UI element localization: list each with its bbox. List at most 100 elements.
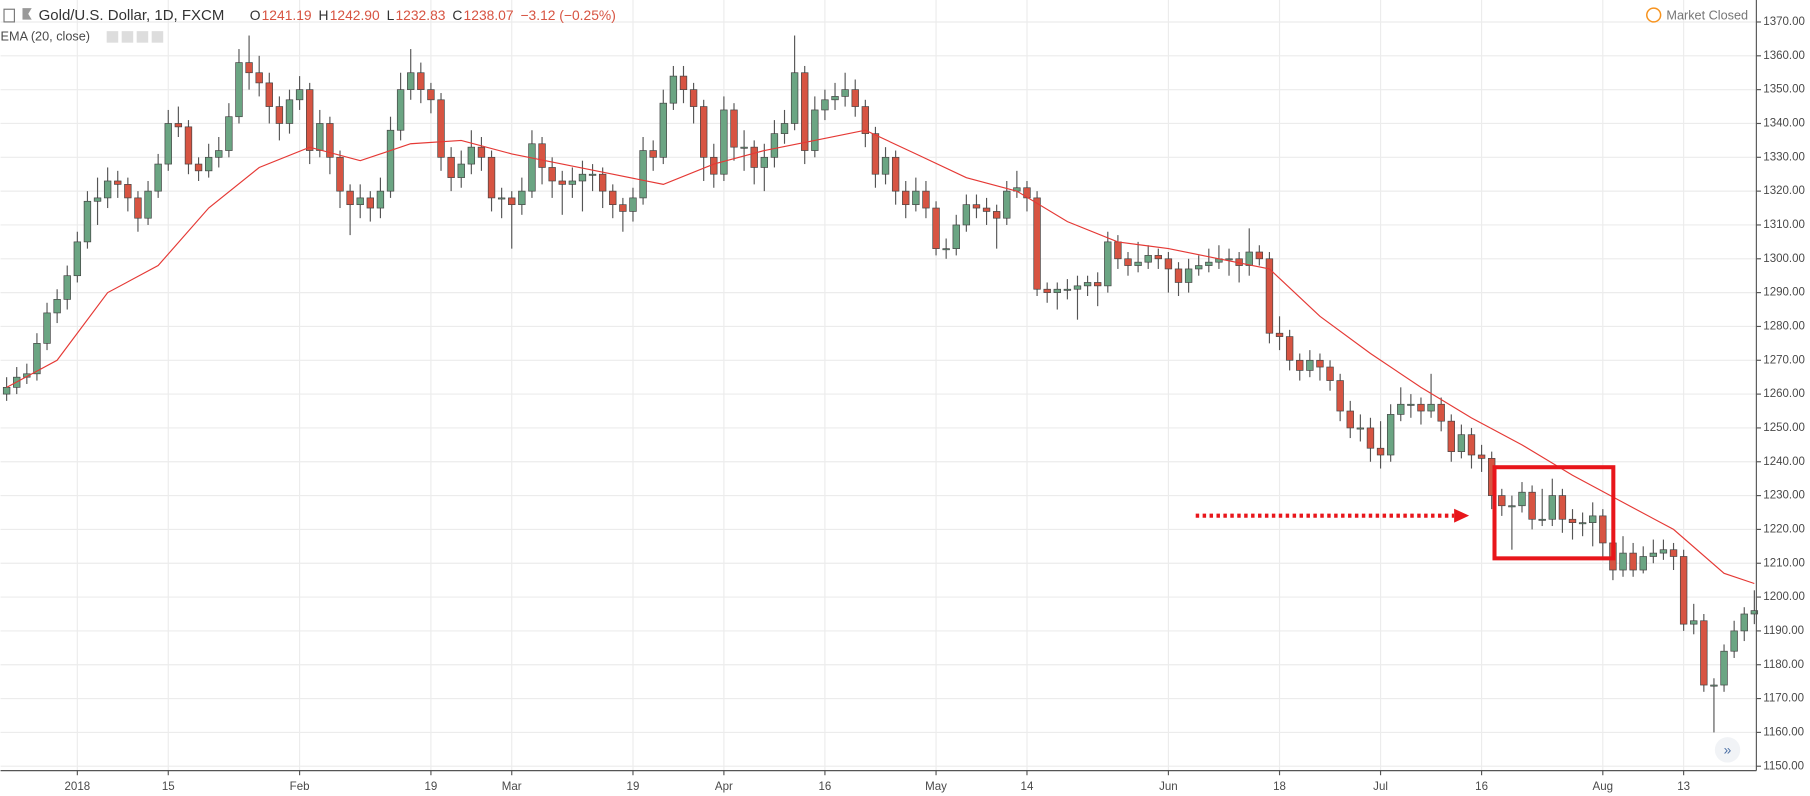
candle-body <box>1033 197 1041 290</box>
candle-body <box>477 146 486 158</box>
candle-body <box>528 143 536 192</box>
candle-body <box>295 89 304 101</box>
candle-body <box>841 89 849 97</box>
candle-body <box>1599 515 1607 544</box>
x-tick-label: 13 <box>1677 781 1690 793</box>
candle-body <box>1477 454 1486 459</box>
candle-body <box>598 173 607 192</box>
x-tick-label: Jul <box>1373 781 1388 793</box>
candle-body <box>881 156 890 175</box>
candle-body <box>427 89 435 101</box>
candle-body <box>1245 251 1253 266</box>
candle-body <box>558 180 566 185</box>
candle-body <box>306 89 314 151</box>
y-tick-label: 1290.00 <box>1763 287 1805 299</box>
candle-body <box>992 211 1001 219</box>
candle-body <box>336 156 344 192</box>
candle-body <box>1437 403 1445 422</box>
y-tick-label: 1310.00 <box>1763 219 1805 231</box>
candle-body <box>255 72 263 84</box>
candle-body <box>1578 522 1587 525</box>
candle-body <box>1366 427 1375 449</box>
candle-body <box>1306 359 1314 371</box>
candle-body <box>1457 434 1466 452</box>
candle-body <box>1154 255 1162 260</box>
candle-body <box>1225 258 1233 261</box>
candle-body <box>326 123 334 158</box>
candle-body <box>1589 515 1597 524</box>
quote-change: −3.12 (−0.25%) <box>520 7 615 23</box>
candle-body <box>1669 549 1678 557</box>
candle-body <box>1629 552 1637 571</box>
candle-body <box>194 163 203 172</box>
candle-body <box>1053 288 1061 293</box>
candle-body <box>285 99 294 124</box>
candle-body <box>316 123 324 151</box>
x-tick-label: 19 <box>425 781 438 793</box>
y-tick-label: 1230.00 <box>1763 490 1805 502</box>
y-tick-label: 1180.00 <box>1763 659 1804 671</box>
quote-key: H <box>319 7 329 23</box>
y-tick-label: 1190.00 <box>1763 625 1804 637</box>
x-tick-label: 19 <box>627 781 640 793</box>
candle-body <box>1184 268 1193 283</box>
x-tick-label: Apr <box>715 781 733 793</box>
candle-body <box>1659 549 1668 554</box>
candle-body <box>679 75 688 90</box>
candle-body <box>629 197 637 212</box>
candle-body <box>1710 684 1718 687</box>
scroll-icon[interactable]: » <box>1724 742 1732 758</box>
candle-body <box>1558 495 1567 520</box>
candle-body <box>134 197 142 219</box>
y-tick-label: 1240.00 <box>1763 456 1805 468</box>
candle-body <box>1467 434 1476 456</box>
candle-body <box>740 146 748 149</box>
indicator-label: EMA (20, close) <box>1 29 90 43</box>
x-tick-label: 2018 <box>65 781 91 793</box>
candle-body <box>467 146 476 165</box>
candle-body <box>1639 556 1647 571</box>
candle-body <box>1275 332 1284 337</box>
candle-body <box>124 184 132 199</box>
market-status: Market Closed <box>1666 8 1748 22</box>
candle-body <box>801 72 809 151</box>
arrow-head <box>1454 508 1470 523</box>
candle-body <box>1538 518 1546 521</box>
candle-body <box>1316 359 1324 368</box>
candle-body <box>1063 288 1072 291</box>
candle-body <box>700 106 708 158</box>
quote-value: 1242.90 <box>330 7 380 23</box>
candle-body <box>619 204 627 212</box>
candle-body <box>1679 556 1688 625</box>
candle-body <box>83 200 92 243</box>
candle-body <box>780 123 789 134</box>
candle-body <box>386 129 395 192</box>
candle-body <box>639 150 647 199</box>
candle-body <box>447 156 455 178</box>
candle-body <box>1397 403 1405 415</box>
candle-body <box>33 343 41 375</box>
candle-body <box>750 146 758 168</box>
candle-body <box>1104 241 1112 287</box>
x-tick-label: Jun <box>1159 781 1178 793</box>
candle-body <box>1750 610 1759 615</box>
candle-body <box>1700 620 1708 686</box>
candle-body <box>174 123 183 128</box>
x-tick-label: 16 <box>1475 781 1488 793</box>
y-tick-label: 1330.00 <box>1763 151 1805 163</box>
x-tick-label: 18 <box>1273 781 1286 793</box>
candle-body <box>962 204 971 226</box>
grid <box>0 0 1757 771</box>
candle-body <box>689 89 698 107</box>
scroll-button[interactable] <box>1714 737 1741 763</box>
y-tick-label: 1340.00 <box>1763 118 1805 130</box>
y-tick-label: 1250.00 <box>1763 422 1805 434</box>
x-tick-label: May <box>925 781 947 793</box>
candle-body <box>2 386 11 395</box>
candle-body <box>891 156 900 192</box>
candle-body <box>1195 265 1203 270</box>
y-tick-label: 1280.00 <box>1763 320 1805 332</box>
candle-body <box>1144 255 1152 263</box>
candle-body <box>609 190 617 206</box>
